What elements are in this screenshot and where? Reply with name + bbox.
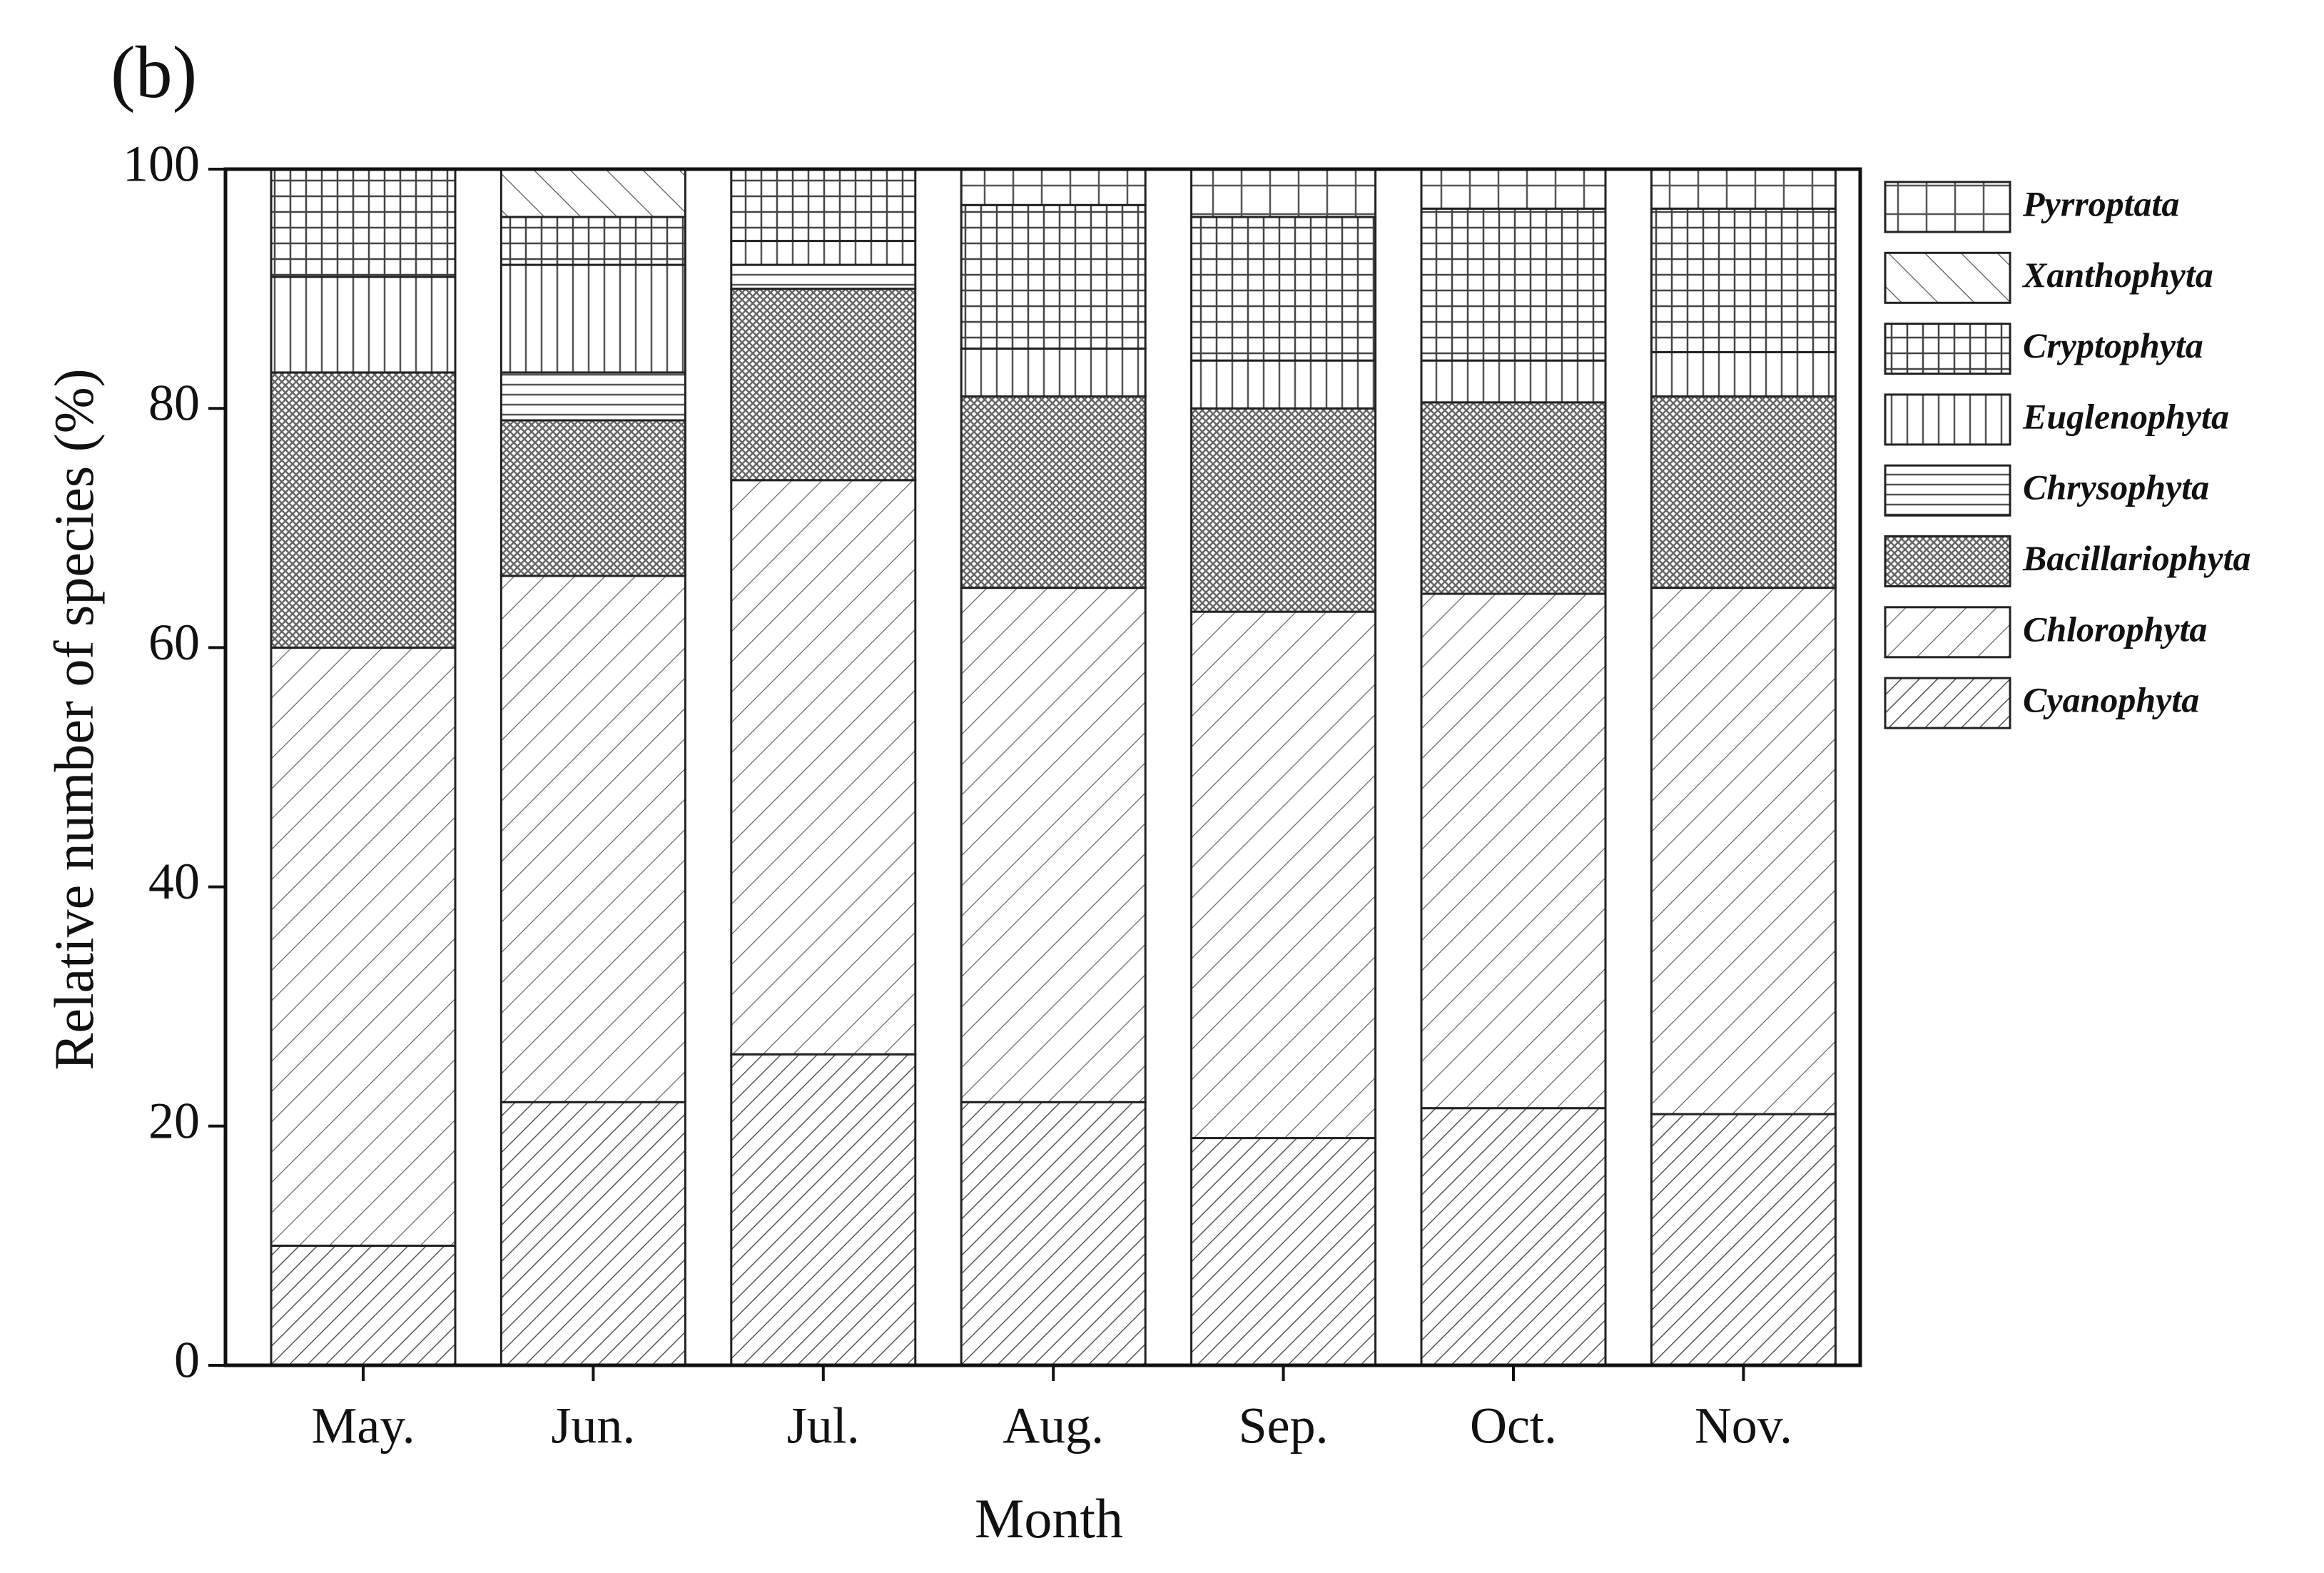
legend-label: Chrysophyta bbox=[2023, 467, 2209, 507]
bar-pattern bbox=[730, 263, 917, 290]
bar-pattern bbox=[1650, 168, 1837, 210]
bar-pattern bbox=[1190, 610, 1377, 1140]
bar-pattern bbox=[1420, 401, 1607, 595]
panel-label: (b) bbox=[111, 31, 197, 113]
bar-pattern bbox=[499, 575, 686, 1103]
y-tick-label: 100 bbox=[123, 136, 200, 193]
bar-pattern bbox=[1190, 407, 1377, 613]
legend-swatch-pattern bbox=[1884, 393, 2011, 446]
bar-pattern bbox=[1190, 1137, 1377, 1367]
bar-pattern bbox=[960, 395, 1147, 590]
bar-pattern bbox=[730, 168, 917, 243]
bar-pattern bbox=[1650, 1113, 1837, 1367]
bar-pattern bbox=[960, 203, 1147, 350]
bar-pattern bbox=[960, 168, 1147, 206]
bar-pattern bbox=[730, 240, 917, 266]
bar-pattern bbox=[499, 371, 686, 422]
y-tick-label: 80 bbox=[148, 375, 200, 432]
bar-pattern bbox=[960, 587, 1147, 1103]
bar-pattern bbox=[499, 263, 686, 374]
bar-pattern bbox=[1420, 1107, 1607, 1367]
plot-frame bbox=[223, 167, 1862, 1367]
bar-pattern bbox=[1190, 359, 1377, 410]
legend-swatch-pattern bbox=[1884, 606, 2011, 659]
x-tick-label: Nov. bbox=[1695, 1397, 1792, 1455]
legend-swatch-pattern bbox=[1884, 464, 2011, 517]
bar-pattern bbox=[730, 288, 917, 482]
bar-pattern bbox=[499, 216, 686, 266]
legend-label: Cyanophyta bbox=[2023, 680, 2199, 720]
bar-pattern bbox=[1420, 592, 1607, 1110]
bar-pattern bbox=[270, 275, 457, 374]
y-tick-label: 0 bbox=[174, 1332, 200, 1389]
y-tick-label: 60 bbox=[148, 614, 200, 671]
y-axis-title: Relative number of species (%) bbox=[43, 368, 105, 1070]
bar-pattern bbox=[499, 168, 686, 218]
bar-pattern bbox=[960, 347, 1147, 398]
legend-label: Xanthophyta bbox=[2021, 255, 2213, 295]
legend-label: Chlorophyta bbox=[2023, 609, 2207, 649]
x-tick-label: Sep. bbox=[1239, 1397, 1329, 1455]
x-tick-label: Aug. bbox=[1003, 1397, 1104, 1455]
bar-pattern bbox=[1650, 587, 1837, 1116]
x-tick-label: Oct. bbox=[1470, 1397, 1557, 1455]
bar-pattern bbox=[270, 1244, 457, 1367]
legend-swatch-pattern bbox=[1884, 181, 2011, 233]
bar-pattern bbox=[499, 419, 686, 577]
x-tick-label: Jun. bbox=[551, 1397, 635, 1455]
y-tick-label: 40 bbox=[148, 853, 200, 910]
bar-pattern bbox=[1650, 350, 1837, 398]
y-tick-label: 20 bbox=[148, 1092, 200, 1149]
x-tick-label: Jul. bbox=[787, 1397, 860, 1455]
x-axis-title: Month bbox=[975, 1487, 1123, 1549]
bar-pattern bbox=[1650, 207, 1837, 353]
x-tick-label: May. bbox=[311, 1397, 415, 1455]
bar-pattern bbox=[1650, 395, 1837, 590]
legend-swatch-pattern bbox=[1884, 677, 2011, 729]
legend-label: Bacillariophyta bbox=[2022, 538, 2251, 578]
bar-pattern bbox=[730, 479, 917, 1056]
bar-pattern bbox=[730, 1053, 917, 1367]
legend-label: Cryptophyta bbox=[2023, 325, 2203, 365]
bar-pattern bbox=[270, 371, 457, 649]
legend-label: Euglenophyta bbox=[2022, 396, 2229, 436]
bar-pattern bbox=[1420, 207, 1607, 362]
bar-pattern bbox=[1420, 168, 1607, 210]
legend-swatch-pattern bbox=[1884, 251, 2011, 304]
bar-pattern bbox=[1420, 359, 1607, 404]
legend-swatch-pattern bbox=[1884, 535, 2011, 587]
bar-pattern bbox=[1190, 216, 1377, 362]
bar-pattern bbox=[270, 646, 457, 1247]
bar-pattern bbox=[1190, 168, 1377, 218]
bar-pattern bbox=[499, 1101, 686, 1367]
bar-pattern bbox=[960, 1101, 1147, 1367]
bar-pattern bbox=[270, 168, 457, 278]
legend-swatch-pattern bbox=[1884, 323, 2011, 375]
legend-label: Pyrroptata bbox=[2022, 183, 2179, 223]
